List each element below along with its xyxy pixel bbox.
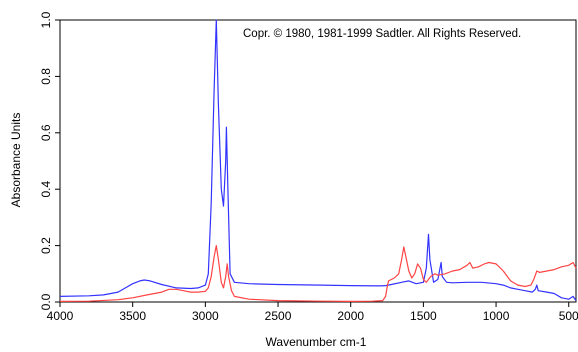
y-tick-label: 0.0 <box>39 293 53 310</box>
x-axis-title: Wavenumber cm-1 <box>266 335 367 349</box>
copyright-annotation: Copr. © 1980, 1981-1999 Sadtler. All Rig… <box>243 28 521 40</box>
y-tick-label: 0.8 <box>39 68 53 85</box>
x-tick-label: 2000 <box>337 309 364 323</box>
x-tick-label: 2500 <box>265 309 292 323</box>
y-tick-label: 0.2 <box>39 237 53 254</box>
series-layer <box>59 19 577 302</box>
x-tick-label: 1000 <box>483 309 510 323</box>
x-tick-label: 4000 <box>47 309 74 323</box>
y-tick-label: 1.0 <box>39 11 53 28</box>
y-tick-label: 0.6 <box>39 124 53 141</box>
axes: 4000 3500 3000 2500 2000 1500 1000 500 0.0 0.2 0.4… <box>39 11 578 323</box>
spectrum-line-1 <box>59 19 577 301</box>
x-tick-label: 3000 <box>192 309 219 323</box>
spectrum-line-2 <box>59 245 577 302</box>
plot-frame <box>59 19 577 303</box>
x-tick-label: 500 <box>559 309 578 323</box>
x-tick-label: 1500 <box>410 309 437 323</box>
y-axis-title: Absorbance Units <box>9 113 23 208</box>
x-tick-label: 3500 <box>119 309 146 323</box>
y-tick-label: 0.4 <box>39 181 53 198</box>
